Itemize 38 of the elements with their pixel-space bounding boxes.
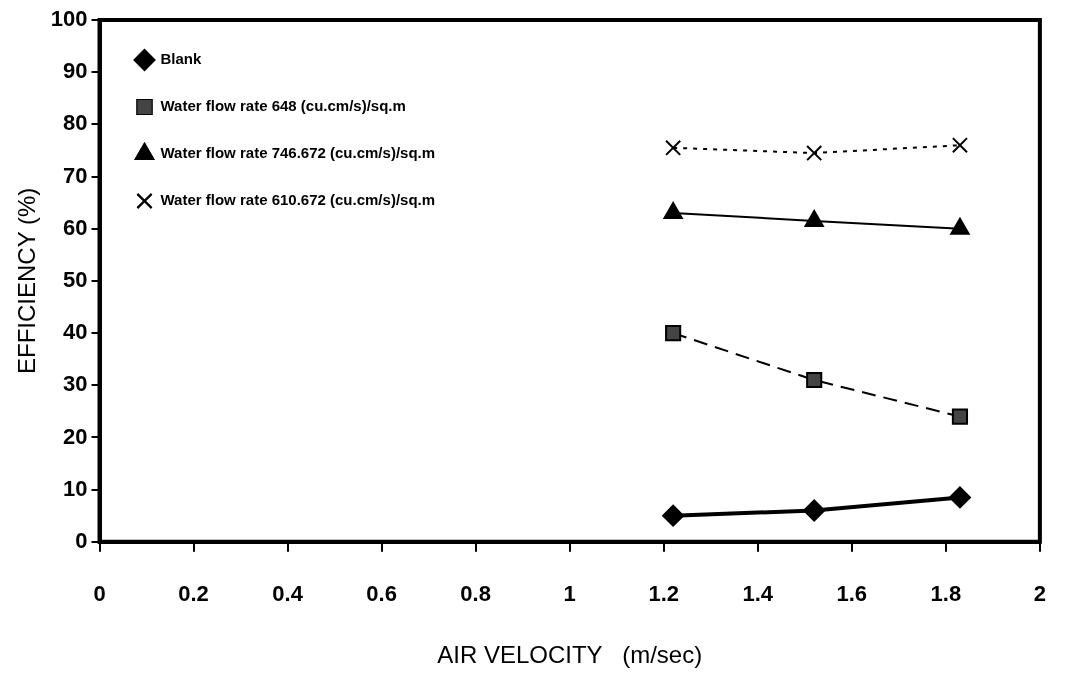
y-tick-label: 60 (63, 214, 88, 240)
point (948, 486, 971, 509)
y-tick-label: 10 (63, 475, 88, 501)
legend-label: Water flow rate 610.672 (cu.cm/s)/sq.m (160, 191, 436, 209)
x-tick-label: 0.4 (272, 581, 304, 607)
y-tick-label: 40 (63, 319, 88, 345)
x-tick-label: 1.6 (836, 581, 868, 607)
x-tick-label: 0.8 (460, 581, 491, 607)
point (662, 504, 685, 527)
y-tick-label: 70 (63, 162, 88, 188)
point (665, 139, 682, 156)
x-tick-label: 0.6 (366, 581, 397, 607)
x-tick-label: 0 (93, 581, 106, 607)
point (663, 202, 683, 220)
y-tick-label: 90 (63, 58, 88, 84)
y-tick-label: 50 (63, 266, 88, 292)
x-axis-title: AIR VELOCITY (m/sec) (437, 641, 703, 669)
point (806, 144, 823, 162)
point (803, 499, 826, 522)
legend-label: Water flow rate 648 (cu.cm/s)/sq.m (160, 97, 406, 115)
x-tick-label: 1.2 (648, 581, 680, 607)
y-tick-label: 100 (50, 6, 88, 32)
y-tick-label: 0 (75, 527, 88, 553)
point (665, 325, 682, 342)
point (951, 408, 969, 425)
y-tick-label: 30 (63, 371, 88, 397)
x-tick-label: 1.4 (742, 581, 774, 607)
x-tick-label: 2 (1033, 581, 1047, 607)
point (806, 371, 823, 389)
point (951, 137, 969, 154)
y-tick-label: 20 (63, 423, 88, 449)
x-tick-label: 0.2 (178, 581, 209, 607)
y-axis-title: EFFICIENCY (%) (13, 187, 41, 375)
x-tick-label: 1.8 (930, 581, 962, 607)
y-tick-label: 80 (63, 110, 88, 136)
legend-label: Water flow rate 746.672 (cu.cm/s)/sq.m (160, 144, 436, 162)
legend-label: Blank (160, 50, 203, 68)
x-tick-label: 1 (563, 581, 576, 607)
